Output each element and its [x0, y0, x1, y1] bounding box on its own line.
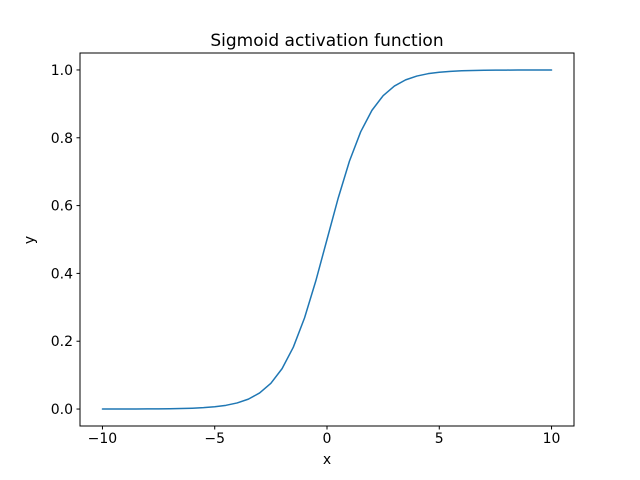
- y-axis-label: y: [22, 235, 38, 245]
- x-tick-label: 10: [543, 431, 561, 447]
- y-tick-label: 0.0: [51, 402, 73, 418]
- sigmoid-curve: [101, 69, 553, 410]
- y-tick-label: 0.4: [51, 266, 73, 282]
- x-tick-label: −5: [204, 431, 225, 447]
- y-tick-label: 0.8: [51, 131, 73, 147]
- x-tick-label: −10: [88, 431, 118, 447]
- y-tick-label: 1.0: [51, 63, 73, 79]
- y-tick-label: 0.2: [51, 334, 73, 350]
- x-tick-label: 0: [323, 431, 332, 447]
- x-axis-label: x: [322, 452, 332, 468]
- x-tick-label: 5: [435, 431, 444, 447]
- chart-title: Sigmoid activation function: [210, 31, 444, 51]
- y-tick-label: 0.6: [51, 199, 73, 215]
